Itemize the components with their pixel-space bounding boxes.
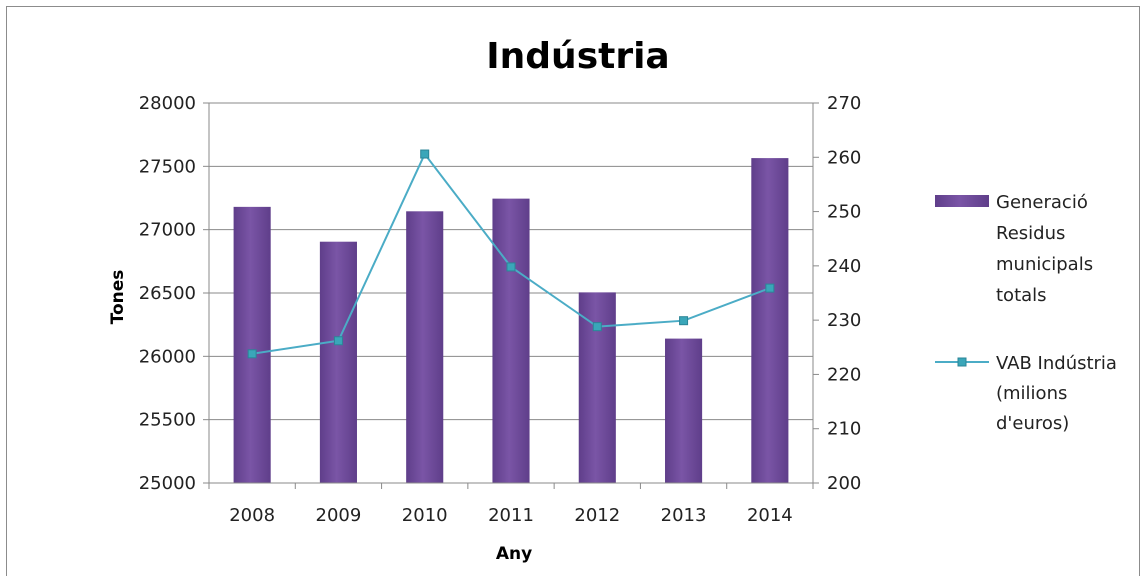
x-tick-label-2013: 2013 [661, 505, 707, 526]
left-tick-label-5: 27500 [139, 156, 196, 177]
bar-2013 [665, 338, 703, 483]
right-tick-label-5: 250 [827, 202, 861, 223]
left-tick-label-0: 25000 [139, 473, 196, 494]
right-tick-label-4: 240 [827, 256, 861, 277]
legend-line-marker [957, 357, 967, 367]
bar-series [233, 158, 789, 484]
line-marker-2012 [592, 322, 602, 332]
x-tick-label-2008: 2008 [229, 505, 275, 526]
x-axis-ticks: 2008 2009 2010 2011 2012 2013 2014 [229, 505, 793, 526]
bar-2008 [233, 206, 271, 483]
line-series [247, 149, 775, 359]
right-tick-label-0: 200 [827, 473, 861, 494]
line-marker-2008 [247, 349, 257, 359]
axes [203, 102, 819, 489]
chart-svg: Indústria 25000 25500 26000 26500 27000 27500… [108, 36, 1117, 564]
legend: Generació Residus municipals totals VAB Indú… [935, 192, 1117, 434]
line-marker-2014 [765, 283, 775, 293]
right-axis-ticks: 200 210 220 230 240 250 260 270 [827, 93, 861, 494]
x-axis-title: Any [496, 544, 532, 564]
line-marker-2009 [333, 336, 343, 346]
left-tick-label-1: 25500 [139, 410, 196, 431]
legend-line-label-line-2: d'euros) [996, 413, 1069, 434]
legend-bar-swatch [935, 195, 989, 207]
left-tick-label-3: 26500 [139, 283, 196, 304]
line-marker-2013 [679, 316, 689, 326]
chart-title: Indústria [486, 36, 669, 77]
left-tick-label-6: 28000 [139, 93, 196, 114]
chart-frame: Indústria 25000 25500 26000 26500 27000 27500… [6, 6, 1140, 576]
legend-bar-label-line-2: municipals [996, 254, 1093, 275]
right-tick-label-3: 230 [827, 310, 861, 331]
bar-2012 [578, 292, 616, 483]
bar-2014 [751, 158, 789, 483]
right-tick-label-6: 260 [827, 147, 861, 168]
x-tick-label-2009: 2009 [316, 505, 362, 526]
x-tick-label-2010: 2010 [402, 505, 448, 526]
legend-line-label-line-1: (milions [996, 383, 1067, 404]
bar-2009 [319, 241, 357, 483]
x-tick-label-2012: 2012 [574, 505, 620, 526]
right-tick-label-7: 270 [827, 93, 861, 114]
x-tick-label-2014: 2014 [747, 505, 793, 526]
bar-2011 [492, 198, 530, 483]
left-axis-ticks: 25000 25500 26000 26500 27000 27500 28000 [139, 93, 196, 494]
left-tick-label-4: 27000 [139, 220, 196, 241]
line-marker-2010 [420, 149, 430, 159]
legend-line-label-line-0: VAB Indústria [996, 353, 1117, 374]
x-tick-label-2011: 2011 [488, 505, 534, 526]
legend-bar-label-line-0: Generació [996, 192, 1088, 213]
bar-2010 [406, 211, 444, 484]
legend-bar-label-line-3: totals [996, 285, 1047, 306]
left-tick-label-2: 26000 [139, 346, 196, 367]
right-tick-label-2: 220 [827, 364, 861, 385]
legend-bar-label-line-1: Residus [996, 223, 1065, 244]
right-tick-label-1: 210 [827, 419, 861, 440]
y-axis-title: Tones [108, 270, 128, 325]
line-marker-2011 [506, 262, 516, 272]
